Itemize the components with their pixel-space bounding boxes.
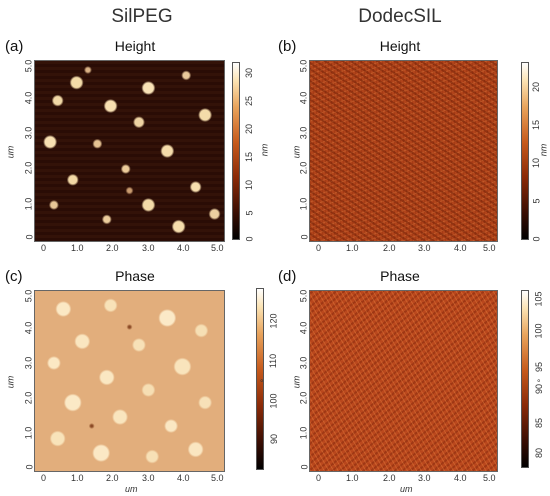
x-tick: 0	[316, 473, 322, 483]
y-axis-label-b: um	[291, 145, 302, 159]
panel-letter-c: (c)	[5, 268, 23, 285]
y-tick: 2.0	[23, 161, 34, 175]
y-tick: 5.0	[23, 59, 34, 73]
panel-letter-a: (a)	[5, 38, 24, 55]
column-title-dodecsil: DodecSIL	[358, 6, 442, 27]
x-tick: 0	[41, 243, 47, 253]
y-tick: 4.0	[298, 321, 309, 335]
x-tick: 1.0	[346, 243, 359, 253]
y-tick: 3.0	[23, 356, 34, 370]
colorbar-d	[521, 290, 529, 468]
y-tick: 2.0	[298, 391, 309, 405]
y-tick: 1.0	[23, 197, 34, 211]
x-tick: 3.0	[418, 243, 431, 253]
cbar-tick: 80	[534, 447, 545, 459]
column-title-silpeg: SilPEG	[111, 6, 173, 27]
panel-title-a: Height	[114, 38, 156, 54]
cbar-tick: 120	[268, 313, 279, 329]
panel-title-b: Height	[379, 38, 421, 54]
x-tick: 3.0	[142, 473, 155, 483]
colorbar-b	[521, 62, 529, 240]
cbar-tick: 30	[244, 67, 255, 79]
y-tick: 5.0	[23, 289, 34, 303]
cbar-tick: 100	[533, 323, 544, 339]
cbar-tick: 95	[534, 361, 545, 373]
x-tick: 1.0	[346, 473, 359, 483]
y-axis-label-c: um	[5, 375, 16, 389]
x-axis-label-d: um	[400, 484, 413, 494]
cbar-unit-a: nm	[259, 143, 270, 157]
cbar-tick: 5	[244, 210, 255, 216]
cbar-tick: 10	[244, 179, 255, 191]
cbar-tick: 25	[244, 95, 255, 107]
x-axis-label-c: um	[125, 484, 138, 494]
y-tick: 3.0	[298, 356, 309, 370]
x-tick: 1.0	[71, 243, 84, 253]
cbar-tick: 15	[244, 151, 255, 163]
x-tick: 2.0	[106, 473, 119, 483]
colorbar-a	[232, 62, 240, 240]
afm-image-a	[34, 60, 225, 242]
cbar-tick: 15	[531, 119, 542, 131]
x-tick: 4.0	[177, 473, 190, 483]
x-tick: 0	[316, 243, 322, 253]
x-tick: 4.0	[454, 473, 467, 483]
cbar-tick: 85	[534, 417, 545, 429]
y-tick: 3.0	[298, 126, 309, 140]
afm-image-d	[309, 290, 498, 472]
x-tick: 5.0	[483, 473, 496, 483]
x-tick: 3.0	[418, 473, 431, 483]
cbar-tick: 5	[531, 198, 542, 204]
panel-title-c: Phase	[115, 268, 155, 284]
y-tick: 2.0	[23, 391, 34, 405]
cbar-tick: 10	[531, 157, 542, 169]
y-tick: 1.0	[298, 197, 309, 211]
x-tick: 4.0	[177, 243, 190, 253]
y-tick: 0	[24, 234, 35, 240]
y-tick: 4.0	[298, 91, 309, 105]
x-tick: 5.0	[211, 243, 224, 253]
y-tick: 4.0	[23, 321, 34, 335]
cbar-unit-c: °	[258, 379, 269, 383]
afm-image-c	[34, 290, 225, 472]
x-tick: 2.0	[383, 243, 396, 253]
y-tick: 3.0	[23, 126, 34, 140]
cbar-tick: 0	[531, 236, 542, 242]
x-tick: 2.0	[106, 243, 119, 253]
x-tick: 2.0	[383, 473, 396, 483]
cbar-tick: 20	[531, 81, 542, 93]
cbar-tick: 105	[533, 291, 544, 307]
panel-letter-b: (b)	[278, 38, 297, 55]
cbar-unit-b: nm	[538, 143, 549, 157]
colorbar-c	[256, 288, 264, 470]
y-tick: 5.0	[298, 59, 309, 73]
afm-image-b	[309, 60, 498, 242]
cbar-tick: 0	[244, 236, 255, 242]
x-tick: 5.0	[211, 473, 224, 483]
cbar-tick: 20	[244, 123, 255, 135]
cbar-tick: 100	[268, 393, 279, 409]
y-tick: 0	[299, 234, 310, 240]
y-axis-label-a: um	[5, 145, 16, 159]
y-tick: 1.0	[23, 426, 34, 440]
cbar-tick: 90	[269, 433, 280, 445]
x-tick: 5.0	[483, 243, 496, 253]
cbar-tick: 110	[268, 353, 279, 369]
x-tick: 1.0	[71, 473, 84, 483]
y-tick: 4.0	[23, 91, 34, 105]
y-tick: 0	[24, 464, 35, 470]
x-tick: 0	[41, 473, 47, 483]
x-tick: 3.0	[142, 243, 155, 253]
x-tick: 4.0	[454, 243, 467, 253]
panel-letter-d: (d)	[278, 268, 297, 285]
panel-title-d: Phase	[380, 268, 420, 284]
y-tick: 0	[299, 464, 310, 470]
cbar-unit-d: °	[535, 379, 546, 383]
cbar-tick: 90	[534, 383, 545, 395]
y-tick: 5.0	[298, 289, 309, 303]
y-axis-label-d: um	[291, 375, 302, 389]
y-tick: 2.0	[298, 161, 309, 175]
y-tick: 1.0	[298, 426, 309, 440]
